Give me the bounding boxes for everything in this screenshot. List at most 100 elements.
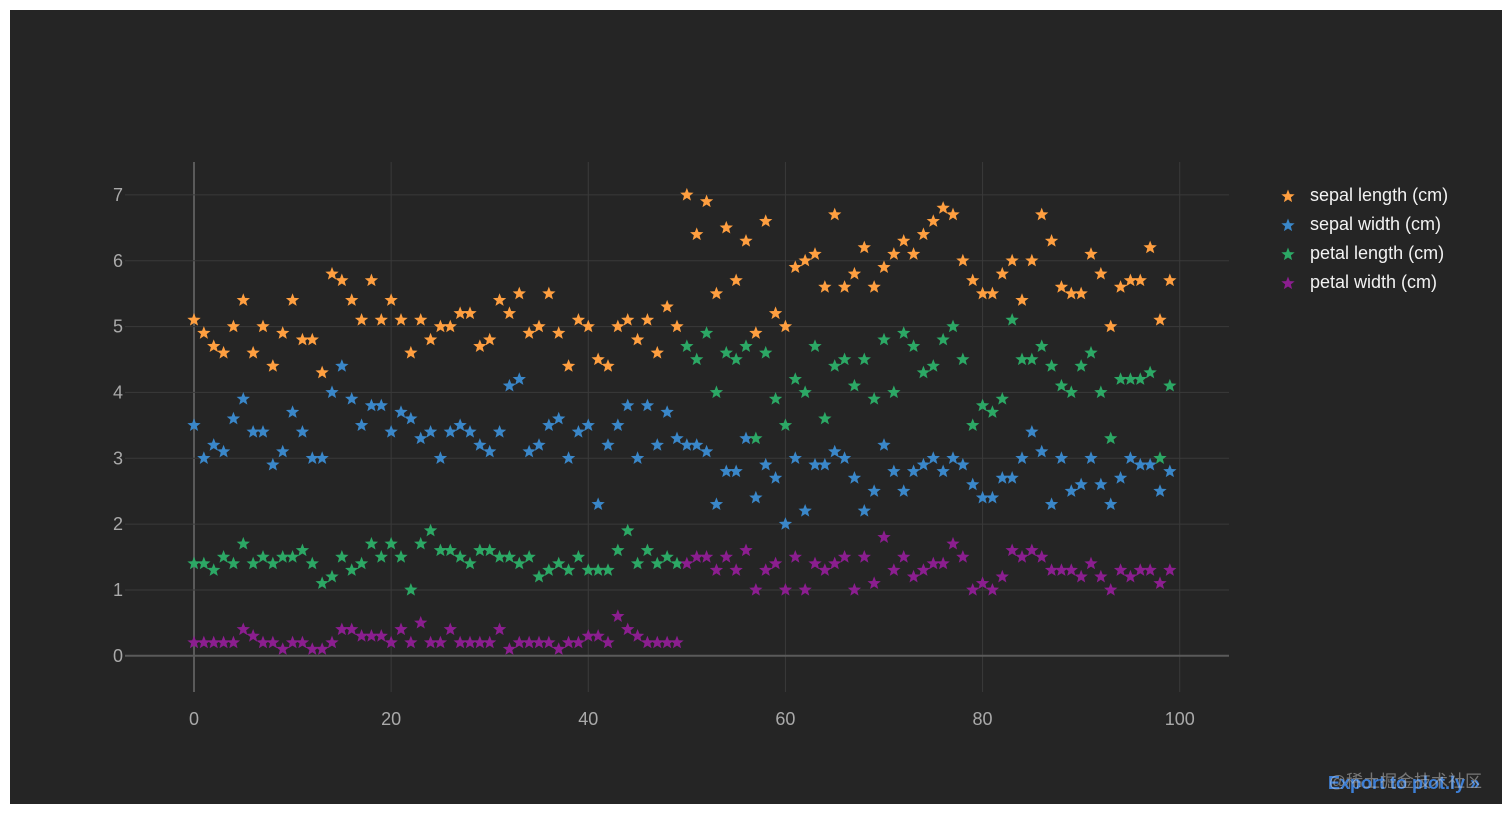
data-point-star (345, 563, 359, 576)
data-point-star (473, 339, 487, 353)
data-point-star (985, 405, 1000, 418)
data-point-star (414, 536, 428, 550)
data-point-star (581, 319, 595, 333)
data-point-star (492, 424, 507, 438)
data-point-star (995, 569, 1009, 583)
data-point-star (443, 543, 457, 557)
data-point-star (867, 280, 881, 293)
data-point-star (492, 550, 507, 563)
data-point-star (364, 536, 379, 550)
legend-item[interactable]: petal width (cm) (1280, 268, 1448, 297)
data-point-star (778, 582, 793, 596)
data-point-star (808, 339, 822, 353)
plot-container: 0 20 40 60 80 100 0 1 2 3 4 5 6 7 sepal length (cm) se… (10, 10, 1502, 804)
data-point-star (640, 635, 655, 649)
data-point-star (975, 576, 990, 590)
data-point-star (443, 319, 457, 333)
data-point-star (502, 642, 517, 655)
data-point-star (483, 635, 497, 649)
data-point-star (828, 359, 842, 372)
data-point-star (335, 622, 349, 636)
data-point-star (670, 556, 684, 570)
legend-item[interactable]: petal length (cm) (1280, 239, 1448, 268)
data-point-star (906, 339, 921, 353)
data-point-star (473, 438, 487, 451)
data-point-star (680, 438, 694, 451)
data-point-star (857, 352, 871, 366)
data-point-star (837, 451, 852, 464)
data-point-star (552, 642, 566, 655)
data-point-star (926, 451, 940, 464)
data-point-star (956, 550, 970, 563)
data-point-star (729, 273, 743, 287)
data-point-star (699, 550, 714, 563)
data-point-star (1064, 286, 1078, 300)
data-point-star (414, 313, 428, 326)
data-point-star (719, 464, 733, 478)
data-point-star (522, 326, 536, 339)
data-point-star (285, 405, 300, 418)
data-point-star (335, 273, 349, 287)
data-point-star (1015, 550, 1029, 563)
data-point-star (1074, 477, 1088, 491)
data-point-star (423, 635, 438, 649)
data-point-star (433, 543, 448, 557)
data-point-star (325, 385, 339, 399)
y-tick-label: 0 (113, 646, 123, 666)
export-to-plotly-link[interactable]: Export to plot.ly » (1327, 773, 1480, 793)
data-point-star (995, 392, 1009, 405)
legend-item[interactable]: sepal width (cm) (1280, 210, 1448, 239)
data-point-star (601, 438, 615, 451)
data-point-star (394, 405, 408, 418)
data-point-star (226, 556, 241, 570)
data-point-star (1153, 484, 1167, 497)
star-icon (1281, 218, 1295, 231)
data-point-star (936, 201, 950, 214)
data-point-star (552, 326, 566, 339)
data-point-star (699, 194, 714, 208)
data-point-star (571, 635, 586, 649)
data-point-star (877, 260, 891, 273)
data-point-star (325, 635, 339, 649)
legend-item[interactable]: sepal length (cm) (1280, 181, 1448, 210)
data-point-star (522, 444, 536, 458)
data-point-star (877, 332, 891, 346)
data-point-star (828, 444, 842, 458)
data-point-star (1025, 253, 1039, 267)
data-point-star (384, 635, 398, 649)
data-point-star (1094, 385, 1108, 399)
x-tick-label: 0 (189, 709, 199, 729)
data-point-star (660, 405, 674, 418)
data-point-star (1084, 556, 1098, 570)
data-point-star (443, 424, 457, 438)
data-point-star (315, 642, 329, 655)
data-point-star (295, 543, 310, 557)
data-point-star (197, 451, 211, 464)
data-point-star (236, 293, 250, 306)
data-point-star (729, 352, 743, 366)
data-point-star (276, 444, 290, 458)
scatter-plot[interactable]: 0 20 40 60 80 100 0 1 2 3 4 5 6 7 (10, 10, 1502, 804)
data-point-star (414, 615, 428, 629)
data-point-star (759, 345, 773, 359)
data-point-star (384, 424, 398, 438)
data-point-star (680, 187, 694, 201)
data-point-star (936, 556, 950, 570)
data-point-star (374, 398, 388, 412)
data-point-star (256, 424, 270, 438)
data-point-star (483, 543, 497, 557)
data-point-star (305, 642, 319, 655)
data-point-star (1094, 266, 1108, 280)
data-point-star (364, 629, 379, 642)
data-point-star (374, 629, 388, 642)
data-point-star (187, 556, 201, 570)
data-point-star (285, 293, 300, 306)
data-point-star (601, 359, 615, 372)
legend-label: sepal width (cm) (1310, 214, 1442, 234)
data-point-star (985, 490, 1000, 504)
data-point-star (394, 550, 408, 563)
data-point-star (423, 523, 438, 537)
data-point-star (1163, 563, 1177, 576)
data-point-star (630, 332, 645, 346)
data-point-star (1084, 451, 1098, 464)
